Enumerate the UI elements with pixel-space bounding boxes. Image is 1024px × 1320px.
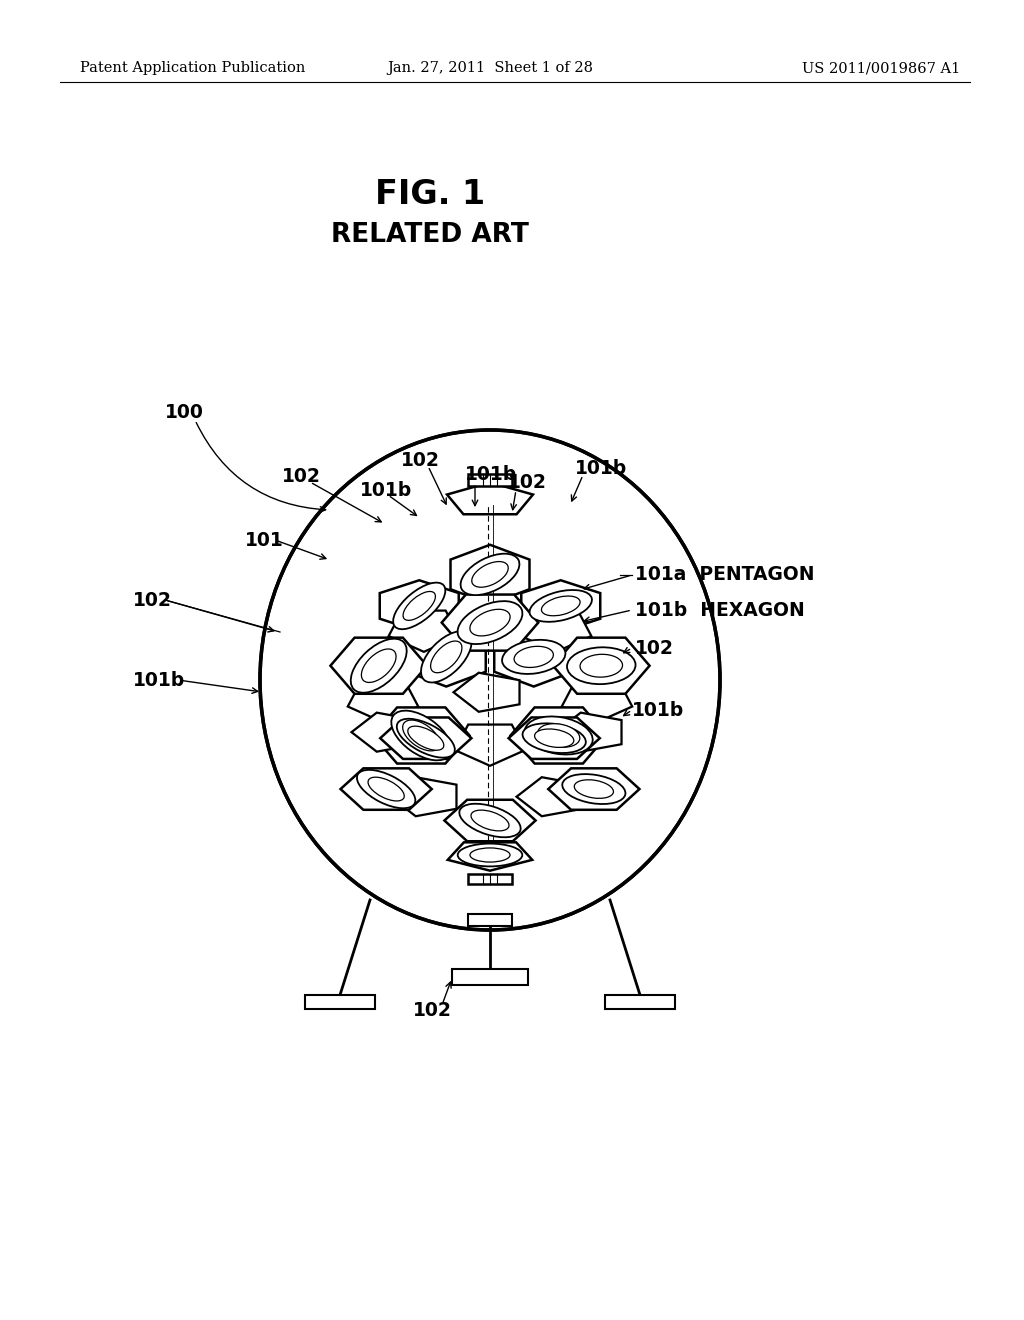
Bar <box>452 969 528 985</box>
Polygon shape <box>407 627 485 686</box>
Text: RELATED ART: RELATED ART <box>331 222 529 248</box>
Bar <box>605 995 675 1008</box>
Polygon shape <box>454 673 519 711</box>
Ellipse shape <box>402 721 439 751</box>
Polygon shape <box>516 777 583 816</box>
Polygon shape <box>509 718 600 759</box>
Ellipse shape <box>535 729 573 747</box>
Ellipse shape <box>470 610 510 636</box>
Text: 101b: 101b <box>360 480 413 499</box>
Polygon shape <box>341 768 432 809</box>
Ellipse shape <box>403 591 435 620</box>
Polygon shape <box>373 708 470 763</box>
Polygon shape <box>390 777 457 816</box>
Ellipse shape <box>470 847 510 862</box>
Text: 102: 102 <box>133 590 172 610</box>
Polygon shape <box>521 611 592 652</box>
Ellipse shape <box>580 655 623 677</box>
Text: 101a  PENTAGON: 101a PENTAGON <box>635 565 814 585</box>
Polygon shape <box>556 713 622 751</box>
Text: 101b: 101b <box>575 458 628 478</box>
Polygon shape <box>447 482 532 515</box>
Ellipse shape <box>472 561 508 587</box>
Polygon shape <box>495 627 573 686</box>
Ellipse shape <box>529 590 592 622</box>
Polygon shape <box>441 594 539 651</box>
Ellipse shape <box>361 649 396 682</box>
Polygon shape <box>562 681 632 722</box>
Ellipse shape <box>391 710 452 760</box>
Polygon shape <box>447 842 532 871</box>
Ellipse shape <box>421 631 471 682</box>
Bar <box>468 474 512 486</box>
Polygon shape <box>389 611 459 652</box>
Ellipse shape <box>260 430 720 931</box>
Polygon shape <box>455 725 525 766</box>
Text: 102: 102 <box>413 1001 452 1019</box>
Ellipse shape <box>567 647 636 684</box>
Ellipse shape <box>431 642 462 673</box>
Ellipse shape <box>502 640 565 675</box>
Bar <box>305 995 375 1008</box>
Ellipse shape <box>471 810 509 830</box>
Text: 102: 102 <box>508 474 547 492</box>
Ellipse shape <box>522 723 586 752</box>
Ellipse shape <box>357 770 416 808</box>
Polygon shape <box>444 800 536 841</box>
Ellipse shape <box>393 582 445 630</box>
Polygon shape <box>351 713 418 751</box>
Polygon shape <box>348 681 418 722</box>
Text: FIG. 1: FIG. 1 <box>375 178 485 211</box>
Text: Patent Application Publication: Patent Application Publication <box>80 61 305 75</box>
Ellipse shape <box>461 553 519 595</box>
Text: 101b: 101b <box>632 701 684 719</box>
Ellipse shape <box>351 639 407 693</box>
Text: 101b: 101b <box>133 671 185 689</box>
Bar <box>468 874 512 883</box>
Polygon shape <box>331 638 427 694</box>
Polygon shape <box>548 768 639 809</box>
Ellipse shape <box>458 843 522 866</box>
Ellipse shape <box>368 777 404 801</box>
Text: 100: 100 <box>165 403 204 421</box>
Ellipse shape <box>542 597 580 615</box>
Text: 101b: 101b <box>465 466 517 484</box>
Text: 102: 102 <box>282 466 321 486</box>
Bar <box>468 913 512 927</box>
Ellipse shape <box>396 719 455 758</box>
Ellipse shape <box>574 780 613 799</box>
Ellipse shape <box>514 647 553 668</box>
Ellipse shape <box>525 717 593 755</box>
Polygon shape <box>553 638 649 694</box>
Text: 101b  HEXAGON: 101b HEXAGON <box>635 601 805 619</box>
Polygon shape <box>451 545 529 605</box>
Text: 101: 101 <box>245 531 284 549</box>
Polygon shape <box>380 718 471 759</box>
Ellipse shape <box>460 804 520 837</box>
Text: 102: 102 <box>400 450 439 470</box>
Ellipse shape <box>458 601 522 644</box>
Text: Jan. 27, 2011  Sheet 1 of 28: Jan. 27, 2011 Sheet 1 of 28 <box>387 61 593 75</box>
Text: 102: 102 <box>635 639 674 657</box>
Polygon shape <box>511 708 607 763</box>
Ellipse shape <box>408 726 443 750</box>
Polygon shape <box>380 581 459 631</box>
Ellipse shape <box>562 774 626 804</box>
Text: US 2011/0019867 A1: US 2011/0019867 A1 <box>802 61 961 75</box>
Ellipse shape <box>538 723 580 747</box>
Polygon shape <box>521 581 600 631</box>
